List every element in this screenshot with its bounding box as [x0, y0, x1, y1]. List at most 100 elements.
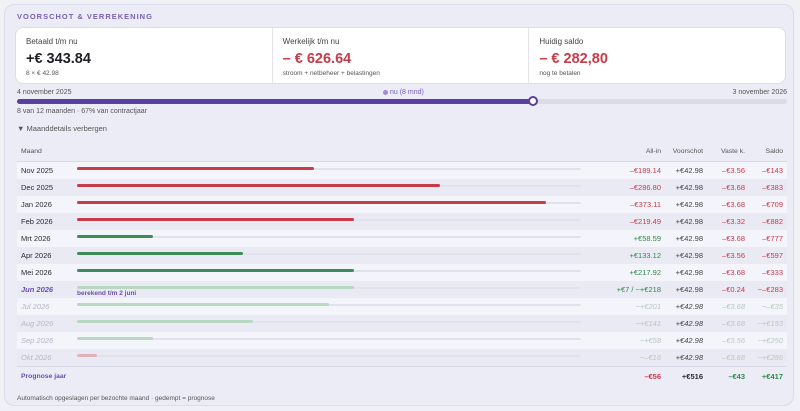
row-bar-cell: [77, 332, 597, 349]
row-voorschot: +€42.98: [675, 251, 703, 260]
timeline-end: 3 november 2026: [732, 89, 787, 96]
table-row: Mei 2026 +€217.92 +€42.98 –€3.68 –€333: [17, 264, 787, 281]
row-saldo: –€333: [762, 268, 783, 277]
header-month: Maand: [21, 148, 42, 155]
row-vaste: –€3.68: [722, 319, 745, 328]
card-balance-value: – € 282,80: [539, 51, 608, 67]
row-bar-cell: [77, 213, 597, 230]
row-bar-cell: [77, 349, 597, 366]
card-actual-label: Werkelijk t/m nu: [282, 37, 340, 46]
row-bar: [77, 354, 98, 357]
settlement-panel: VOORSCHOT & VERREKENING Betaald t/m nu +…: [4, 4, 794, 406]
row-saldo: –€143: [762, 166, 783, 175]
card-paid-label: Betaald t/m nu: [26, 37, 78, 46]
row-bar-track: [77, 253, 581, 255]
row-bar-track: [77, 338, 581, 340]
row-allin: +€133.12: [629, 251, 662, 260]
row-month: Jan 2026: [21, 200, 52, 209]
row-bar: [77, 269, 355, 272]
row-vaste: –€3.56: [722, 251, 745, 260]
row-vaste: –€3.68: [722, 200, 745, 209]
row-month: Feb 2026: [21, 217, 53, 226]
table-row: Aug 2026 ~+€141 +€42.98 –€3.68 ~+€153: [17, 315, 787, 332]
row-allin: ~+€141: [635, 319, 661, 328]
card-actual: Werkelijk t/m nu – € 626.64 stroom + net…: [273, 28, 530, 83]
row-bar-track: [77, 304, 581, 306]
row-bar-track: [77, 168, 581, 170]
toggle-month-details[interactable]: ▼ Maanddetails verbergen: [17, 124, 107, 133]
row-bar-cell: [77, 179, 597, 196]
row-voorschot: +€42.98: [675, 302, 703, 311]
card-balance: Huidig saldo – € 282,80 nog te betalen: [529, 28, 785, 83]
timeline-handle[interactable]: [527, 96, 538, 106]
row-voorschot: +€42.98: [675, 353, 703, 362]
row-bar: [77, 252, 244, 255]
row-vaste: –€3.68: [722, 268, 745, 277]
row-allin: –€189.14: [629, 166, 661, 175]
card-paid-value: +€ 343.84: [26, 51, 91, 67]
timeline-caption: 8 van 12 maanden · 67% van contractjaar: [17, 108, 147, 115]
header-allin: All-in: [645, 148, 661, 155]
row-month: Sep 2026: [21, 336, 54, 345]
row-bar-cell: [77, 230, 597, 247]
row-month: Okt 2026: [21, 353, 52, 362]
row-vaste: –€3.68: [722, 302, 745, 311]
now-dot-icon: [383, 89, 388, 95]
forecast-saldo: +€417: [761, 372, 783, 381]
row-vaste: –€3.56: [722, 336, 745, 345]
row-allin: ~–€16: [639, 353, 661, 362]
table-row: Jun 2026 berekend t/m 2 juni +€7 / ~+€218 +…: [17, 281, 787, 298]
row-month: Dec 2025: [21, 183, 54, 192]
row-bar-track: [77, 236, 581, 238]
table-row: Jan 2026 –€373.11 +€42.98 –€3.68 –€709: [17, 196, 787, 213]
row-month: Jul 2026: [21, 302, 50, 311]
section-title: VOORSCHOT & VERREKENING: [17, 12, 153, 21]
row-voorschot: +€42.98: [675, 268, 703, 277]
forecast-voorschot: +€516: [681, 372, 703, 381]
row-bar-cell: berekend t/m 2 juni: [77, 281, 597, 298]
header-vaste: Vaste k.: [720, 148, 745, 155]
month-table: Maand All-in Voorschot Vaste k. Saldo No…: [17, 142, 787, 386]
row-vaste: –€3.56: [722, 166, 745, 175]
row-voorschot: +€42.98: [675, 234, 703, 243]
row-voorschot: +€42.98: [675, 217, 703, 226]
row-voorschot: +€42.98: [675, 183, 703, 192]
row-bar: [77, 337, 153, 340]
row-bar: [77, 218, 355, 221]
row-voorschot: +€42.98: [675, 336, 703, 345]
card-paid-sub: 8 × € 42.98: [26, 70, 59, 77]
row-bar: [77, 303, 329, 306]
forecast-allin: –€56: [644, 372, 661, 381]
table-row: Nov 2025 –€189.14 +€42.98 –€3.56 –€143: [17, 162, 787, 179]
header-voorschot: Voorschot: [672, 148, 703, 155]
forecast-vaste: –€43: [728, 372, 745, 381]
row-allin: ~+€58: [639, 336, 661, 345]
card-actual-value: – € 626.64: [282, 51, 352, 67]
table-row: Apr 2026 +€133.12 +€42.98 –€3.56 –€597: [17, 247, 787, 264]
timeline-progress: [17, 99, 533, 104]
forecast-row: Prognose jaar –€56 +€516 –€43 +€417: [17, 366, 787, 386]
row-bar-cell: [77, 315, 597, 332]
row-month: Mrt 2026: [21, 234, 51, 243]
row-voorschot: +€42.98: [675, 285, 703, 294]
table-row: Mrt 2026 +€58.59 +€42.98 –€3.68 –€777: [17, 230, 787, 247]
card-balance-sub: nog te betalen: [539, 70, 581, 77]
row-bar: [77, 184, 440, 187]
row-month: Nov 2025: [21, 166, 54, 175]
row-allin: +€217.92: [629, 268, 662, 277]
timeline-track: [17, 96, 787, 106]
row-allin: ~+€201: [635, 302, 661, 311]
table-body: Nov 2025 –€189.14 +€42.98 –€3.56 –€143 Dec 20…: [17, 162, 787, 366]
row-vaste: –€3.68: [722, 353, 745, 362]
row-saldo: ~+€286: [757, 353, 783, 362]
row-vaste: –€0.24: [722, 285, 745, 294]
row-month: Jun 2026: [21, 285, 54, 294]
row-saldo: –€882: [762, 217, 783, 226]
row-bar: [77, 201, 546, 204]
row-saldo: ~+€250: [757, 336, 783, 345]
table-header: Maand All-in Voorschot Vaste k. Saldo: [17, 142, 787, 162]
row-vaste: –€3.32: [722, 217, 745, 226]
table-row: Feb 2026 –€219.49 +€42.98 –€3.32 –€882: [17, 213, 787, 230]
row-saldo: –€777: [762, 234, 783, 243]
footer-note: Automatisch opgeslagen per bezochte maan…: [17, 395, 215, 402]
